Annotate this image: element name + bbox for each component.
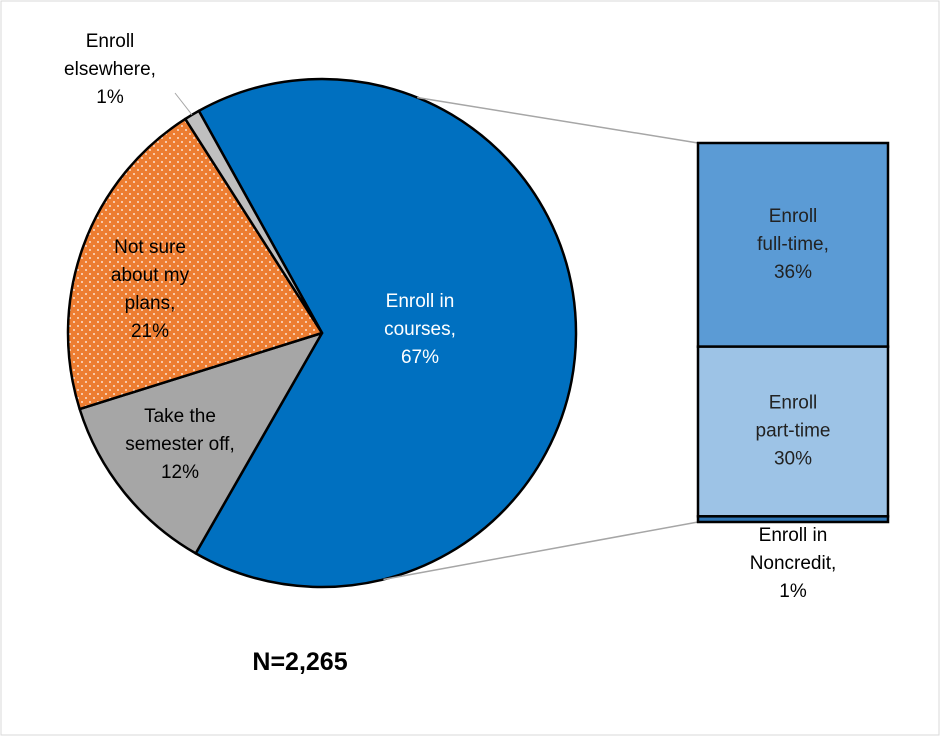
annotation: N=2,265: [252, 648, 347, 676]
bar-segment: [696, 141, 890, 348]
category-label: Enroll elsewhere,: [64, 31, 156, 80]
category-label: Not sure about my plans,: [111, 237, 190, 314]
value-label: 30%: [774, 449, 812, 470]
category-label: Enroll part-time: [756, 393, 831, 442]
value-label: 12%: [161, 462, 199, 483]
category-label: Take the semester off,: [125, 406, 234, 455]
value-label: 36%: [774, 262, 812, 283]
value-label: 21%: [131, 321, 169, 342]
leader-line: [174, 92, 193, 116]
pie-slice: [194, 77, 578, 589]
bar-segment: [696, 345, 890, 518]
category-label: Enroll in Noncredit,: [750, 525, 837, 574]
bar-segment: [696, 515, 890, 524]
category-label: Enroll full-time,: [757, 206, 829, 255]
value-label: 1%: [96, 87, 124, 108]
connector-line: [417, 96, 699, 144]
pie-slice: [66, 117, 324, 411]
connector-line: [383, 521, 699, 581]
category-label: Enroll in courses,: [384, 291, 456, 340]
value-label: 1%: [779, 581, 807, 602]
value-label: 67%: [401, 347, 439, 368]
pie-slice: [78, 331, 324, 555]
